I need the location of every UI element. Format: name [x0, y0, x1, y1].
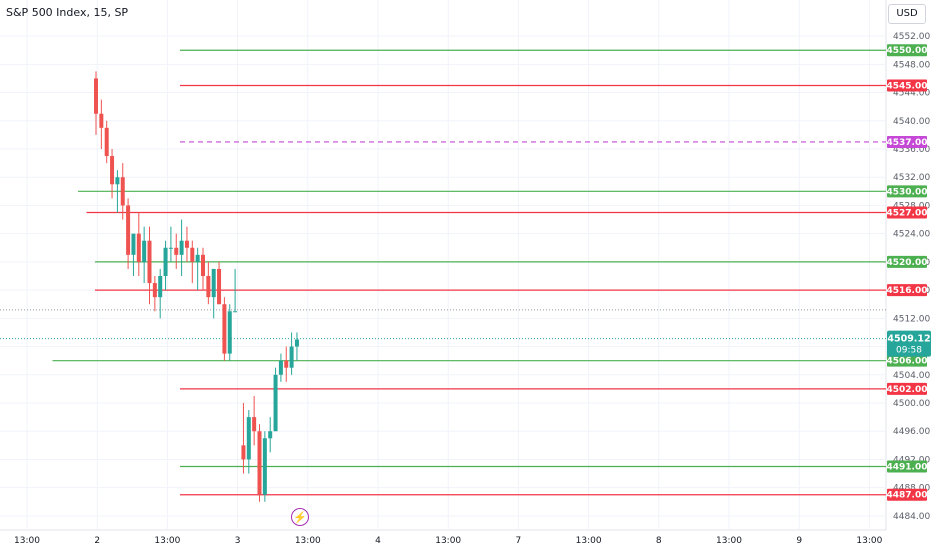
level-price-tag [887, 354, 927, 367]
level-price-tag [887, 185, 927, 198]
candle-body[interactable] [120, 177, 125, 206]
x-tick-label: 13:00 [435, 536, 461, 546]
level-price-tag [887, 79, 927, 92]
candle-body[interactable] [233, 311, 238, 313]
candle-body[interactable] [136, 233, 141, 262]
candle-body[interactable] [104, 127, 109, 157]
x-tick-label: 13:00 [576, 536, 602, 546]
y-tick-label: 4528.00 [893, 201, 930, 211]
candle-body[interactable] [268, 431, 273, 439]
y-tick-label: 4512.00 [893, 314, 930, 324]
candle-body[interactable] [190, 247, 195, 262]
candle-body[interactable] [273, 374, 278, 432]
level-price-label: 4550.00 [887, 46, 928, 56]
x-tick-label: 13:00 [14, 536, 40, 546]
candle-body[interactable] [222, 304, 227, 354]
y-tick-label: 4544.00 [893, 89, 930, 99]
level-price-label: 4506.00 [887, 357, 928, 367]
y-tick-label: 4488.00 [893, 484, 930, 494]
price-axis[interactable] [886, 0, 932, 550]
candle-body[interactable] [115, 177, 120, 185]
y-tick-label: 4484.00 [893, 512, 930, 522]
candle-body[interactable] [179, 240, 184, 255]
candle-body[interactable] [217, 268, 222, 305]
candle-body[interactable] [211, 268, 216, 298]
y-tick-label: 4552.00 [893, 32, 930, 42]
candle-body[interactable] [152, 283, 157, 298]
candle-body[interactable] [278, 360, 283, 375]
currency-button[interactable]: USD [888, 4, 926, 24]
x-tick-label: 13:00 [154, 536, 180, 546]
candle-body[interactable] [158, 276, 163, 298]
candle-body[interactable] [262, 438, 267, 495]
x-tick-label: 7 [516, 536, 522, 546]
candle-body[interactable] [147, 240, 152, 284]
level-price-tag [887, 488, 927, 501]
x-tick-label: 9 [796, 536, 802, 546]
y-tick-label: 4504.00 [893, 371, 930, 381]
x-tick-label: 13:00 [856, 536, 882, 546]
y-tick-label: 4548.00 [893, 60, 930, 70]
candle-body[interactable] [294, 339, 299, 347]
level-price-label: 4502.00 [887, 385, 928, 395]
y-tick-label: 4492.00 [893, 455, 930, 465]
y-tick-label: 4540.00 [893, 117, 930, 127]
candle-body[interactable] [246, 417, 251, 460]
x-tick-label: 8 [656, 536, 662, 546]
candle-body[interactable] [195, 254, 200, 262]
y-tick-label: 4536.00 [893, 145, 930, 155]
x-tick-label: 3 [235, 536, 241, 546]
candle-body[interactable] [126, 205, 131, 255]
x-tick-label: 2 [94, 536, 100, 546]
candle-body[interactable] [252, 417, 257, 432]
level-price-label: 4487.00 [887, 491, 928, 501]
candle-body[interactable] [94, 78, 98, 114]
level-price-label: 4516.00 [887, 286, 928, 296]
level-price-tag [887, 135, 927, 148]
chart-title: S&P 500 Index, 15, SP [6, 6, 129, 19]
candle-body[interactable] [284, 360, 289, 368]
candle-body[interactable] [99, 113, 104, 128]
level-price-tag [887, 284, 927, 297]
candle-body[interactable] [184, 240, 189, 248]
candle-body[interactable] [131, 233, 136, 255]
candle-body[interactable] [201, 254, 205, 276]
level-price-label: 4527.00 [887, 209, 928, 219]
candle-body[interactable] [110, 156, 115, 185]
current-price-tag [887, 330, 931, 357]
candle-body[interactable] [142, 240, 147, 262]
candle-body[interactable] [227, 311, 232, 354]
candle-body[interactable] [206, 276, 211, 298]
candle-body[interactable] [163, 247, 168, 276]
y-tick-label: 4496.00 [893, 427, 930, 437]
level-price-tag [887, 44, 927, 57]
y-tick-label: 4500.00 [893, 399, 930, 409]
y-tick-label: 4524.00 [893, 230, 930, 240]
level-price-label: 4520.00 [887, 258, 928, 268]
level-price-label: 4491.00 [887, 463, 928, 473]
x-tick-label: 4 [375, 536, 381, 546]
level-price-tag [887, 382, 927, 395]
level-price-label: 4537.00 [887, 138, 928, 148]
x-tick-label: 13:00 [716, 536, 742, 546]
lightning-icon[interactable]: ⚡ [291, 508, 309, 526]
level-price-tag [887, 255, 927, 268]
current-price-label: 4509.12 [887, 334, 930, 345]
level-price-tag [887, 206, 927, 219]
candle-body[interactable] [168, 247, 173, 249]
candle-body[interactable] [174, 247, 179, 255]
level-price-label: 4545.00 [887, 82, 928, 92]
level-price-label: 4530.00 [887, 187, 928, 197]
candle-body[interactable] [241, 445, 246, 460]
x-tick-label: 13:00 [295, 536, 321, 546]
candle-body[interactable] [257, 431, 262, 495]
level-price-tag [887, 460, 927, 473]
countdown-label: 09:58 [896, 346, 922, 356]
candle-body[interactable] [289, 346, 294, 368]
y-tick-label: 4532.00 [893, 173, 930, 183]
